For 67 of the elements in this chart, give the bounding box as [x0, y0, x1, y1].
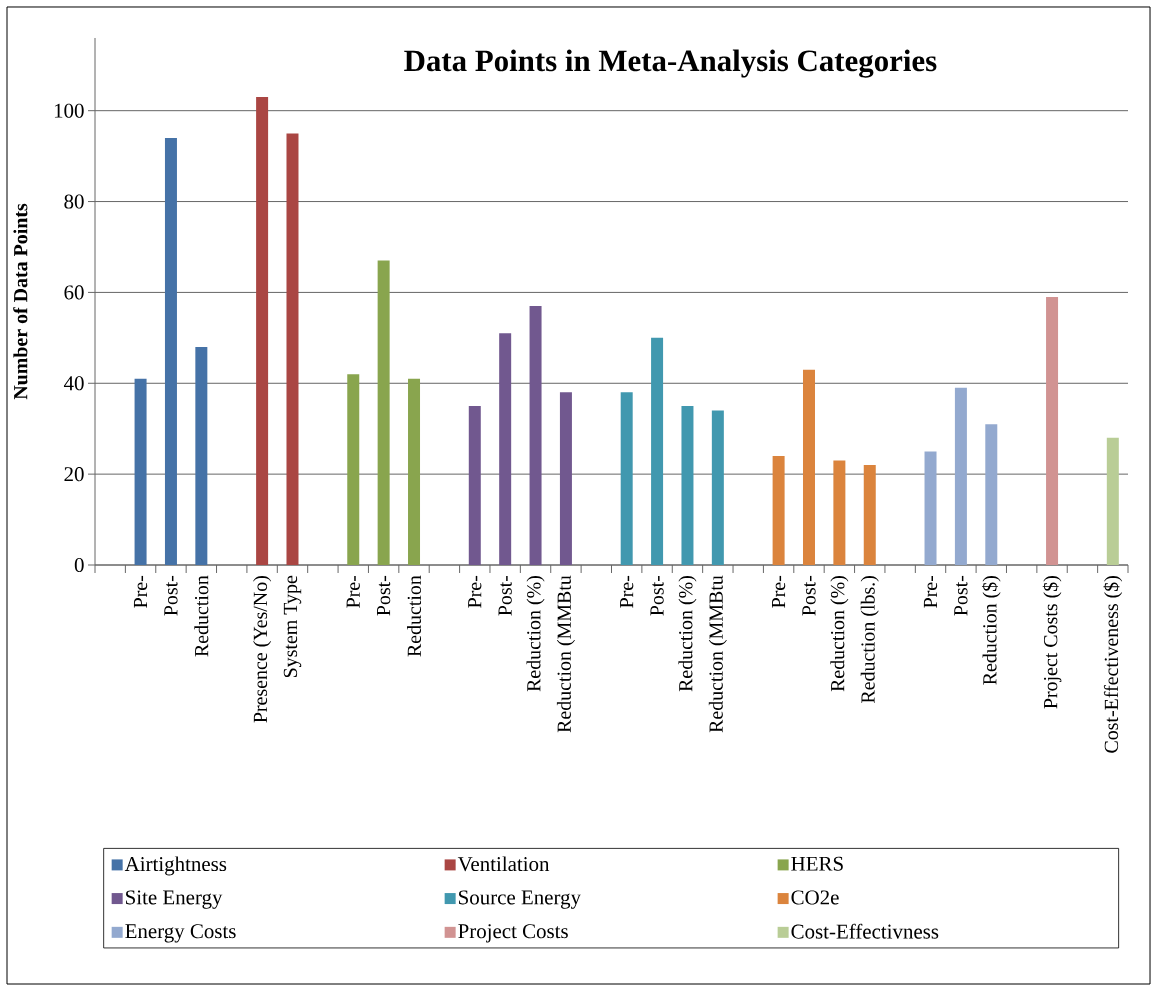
x-tick-label: Reduction ($) — [981, 576, 1001, 685]
x-tick-label: Pre- — [468, 575, 482, 608]
bar — [772, 455, 785, 565]
legend-label: Airtightness — [124, 856, 227, 876]
x-tick-label: Pre- — [620, 575, 634, 608]
bar — [802, 369, 815, 565]
x-tick-label: Reduction — [194, 575, 209, 657]
bar — [377, 260, 390, 565]
bar — [256, 97, 269, 565]
bar — [985, 424, 998, 565]
bar — [711, 410, 724, 565]
x-tick-label: Pre- — [923, 575, 938, 608]
bar — [681, 405, 694, 565]
x-tick-label: Pre- — [133, 575, 148, 608]
x-tick-label: Cost-Effectiveness ($) — [1103, 576, 1123, 753]
x-tick-label: Post- — [802, 575, 816, 616]
x-tick-label: Post- — [377, 575, 391, 616]
x-tick-label: Reduction (%) — [830, 576, 849, 692]
legend-label: Site Energy — [126, 890, 223, 909]
bar — [651, 337, 664, 565]
bar — [954, 387, 967, 565]
chart-title: Data Points in Meta-Analysis Categories — [404, 49, 937, 78]
x-tick-label: Reduction (lbs.) — [860, 576, 879, 704]
bar — [134, 378, 147, 565]
bar — [924, 451, 937, 565]
x-tick-label: Reduction (%) — [678, 576, 697, 692]
y-tick-label: 0 — [74, 557, 84, 573]
legend-label: Energy Costs — [125, 924, 236, 943]
y-tick-label: 80 — [64, 194, 84, 209]
bar — [499, 333, 512, 565]
x-tick-label: Pre- — [346, 575, 360, 608]
bar — [408, 378, 421, 565]
x-tick-label: Post- — [498, 575, 512, 616]
x-tick-label: Reduction (%) — [526, 576, 545, 692]
x-tick-label: Pre- — [771, 575, 786, 608]
legend-label: Ventilation — [457, 856, 550, 872]
y-tick-label: 40 — [63, 376, 84, 391]
bar — [529, 306, 542, 565]
x-tick-label: Reduction (MMBtu — [556, 575, 575, 733]
legend-label: CO2e — [791, 890, 839, 905]
y-tick-label: 20 — [64, 467, 84, 482]
x-tick-label: System Type — [283, 575, 302, 678]
x-tick-label: Reduction (MMBtu — [708, 575, 727, 733]
legend-label: Source Energy — [459, 890, 581, 909]
bar — [468, 405, 481, 565]
bar — [863, 465, 876, 565]
legend-label: Cost-Effectivness — [791, 923, 939, 939]
bar — [1106, 437, 1119, 565]
bar — [195, 346, 208, 565]
x-tick-label: Post- — [650, 575, 664, 616]
bar — [286, 133, 299, 565]
legend-label: Project Costs — [458, 924, 568, 943]
y-tick-label: 100 — [54, 103, 84, 118]
legend-label: HERS — [791, 856, 843, 871]
bar — [1046, 296, 1059, 565]
bar — [347, 374, 360, 565]
bar — [164, 137, 177, 565]
y-tick-label: 60 — [64, 285, 84, 300]
x-tick-label: Post- — [954, 575, 968, 616]
bar — [559, 392, 572, 565]
y-axis-title: Number of Data Points — [13, 203, 28, 400]
bar — [620, 392, 633, 565]
x-tick-label: Reduction — [407, 575, 422, 657]
x-tick-label: Presence (Yes/No) — [253, 576, 272, 723]
bar — [833, 460, 846, 565]
x-tick-label: Project Costs ($) — [1042, 576, 1062, 709]
x-tick-label: Post- — [164, 575, 178, 616]
